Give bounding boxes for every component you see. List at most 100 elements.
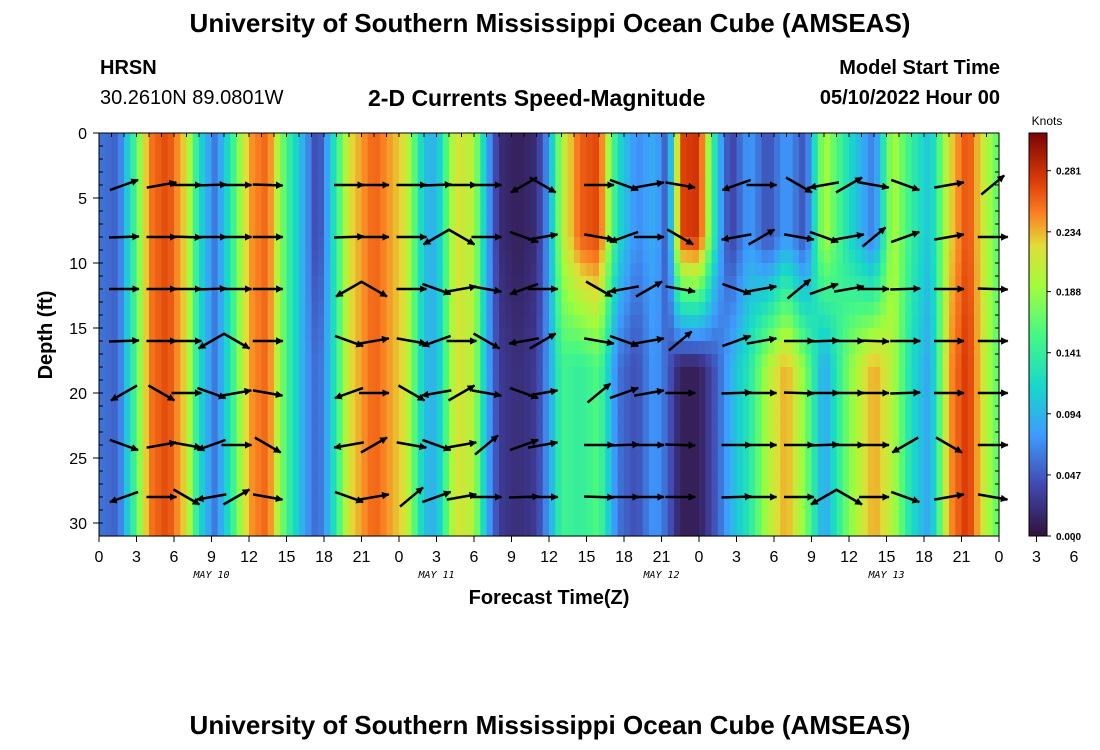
- heat-cell: [799, 133, 806, 147]
- heat-cell: [374, 458, 381, 472]
- heat-cell: [517, 393, 525, 407]
- heat-cell: [542, 211, 550, 225]
- heat-cell: [299, 250, 306, 264]
- heat-cell: [830, 159, 838, 173]
- heat-cell: [605, 406, 613, 420]
- heat-cell: [974, 146, 981, 160]
- heat-cell: [286, 237, 294, 251]
- heat-cell: [249, 133, 256, 147]
- heat-cell: [992, 172, 1000, 186]
- heat-cell: [367, 367, 375, 381]
- heat-cell: [367, 354, 375, 368]
- heat-cell: [317, 367, 325, 381]
- heat-cell: [755, 432, 763, 446]
- heat-cell: [867, 315, 875, 329]
- heat-cell: [267, 172, 275, 186]
- heat-cell: [730, 432, 738, 446]
- heat-cell: [705, 471, 713, 485]
- heat-cell: [111, 133, 119, 147]
- heat-cell: [317, 302, 325, 316]
- heat-cell: [811, 445, 819, 459]
- heat-cell: [992, 380, 1000, 394]
- heat-cell: [686, 432, 694, 446]
- heat-cell: [905, 250, 913, 264]
- heat-cell: [392, 393, 400, 407]
- heat-cell: [686, 393, 694, 407]
- heat-cell: [949, 159, 956, 173]
- heat-cell: [492, 510, 500, 524]
- heat-cell: [924, 432, 931, 446]
- heat-cell: [355, 354, 363, 368]
- heat-cell: [492, 523, 500, 537]
- heat-cell: [761, 393, 769, 407]
- heat-cell: [736, 198, 744, 212]
- heat-cell: [111, 380, 119, 394]
- heat-cell: [686, 185, 694, 199]
- heat-cell: [599, 198, 606, 212]
- heat-cell: [336, 276, 344, 290]
- heat-cell: [267, 484, 275, 498]
- heat-cell: [930, 471, 938, 485]
- heat-cell: [436, 341, 444, 355]
- heat-cell: [99, 198, 106, 212]
- heat-cell: [324, 484, 331, 498]
- heat-cell: [424, 380, 431, 394]
- heat-cell: [742, 315, 750, 329]
- heat-cell: [499, 406, 506, 420]
- heat-cell: [499, 289, 506, 303]
- heat-cell: [249, 146, 256, 160]
- heat-cell: [742, 484, 750, 498]
- heat-cell: [342, 497, 350, 511]
- heat-cell: [742, 159, 750, 173]
- heat-cell: [274, 341, 281, 355]
- heat-cell: [680, 133, 688, 147]
- heat-cell: [211, 419, 219, 433]
- heat-cell: [317, 484, 325, 498]
- x-tick-label: 6: [470, 549, 479, 566]
- heat-cell: [249, 172, 256, 186]
- heat-cell: [811, 250, 819, 264]
- heat-cell: [674, 185, 681, 199]
- heat-cell: [161, 159, 169, 173]
- heat-cell: [536, 302, 544, 316]
- heat-cell: [967, 471, 975, 485]
- heat-cell: [367, 224, 375, 238]
- heat-cell: [761, 250, 769, 264]
- heat-cell: [155, 445, 163, 459]
- current-vector: [334, 490, 364, 504]
- heat-cell: [317, 185, 325, 199]
- heat-cell: [242, 328, 250, 342]
- heat-cell: [455, 172, 463, 186]
- heat-cell: [899, 432, 906, 446]
- heat-cell: [611, 328, 619, 342]
- heat-cell: [730, 523, 738, 537]
- heat-cell: [161, 276, 169, 290]
- heat-cell: [199, 445, 206, 459]
- heat-cell: [936, 133, 944, 147]
- heat-cell: [336, 198, 344, 212]
- heat-cell: [474, 263, 481, 277]
- heat-cell: [199, 172, 206, 186]
- heat-cell: [205, 445, 213, 459]
- heat-cell: [692, 328, 700, 342]
- heat-cell: [524, 185, 531, 199]
- heat-cell: [236, 458, 244, 472]
- heat-cell: [436, 380, 444, 394]
- heat-cell: [905, 328, 913, 342]
- heat-cell: [542, 432, 550, 446]
- heat-cell: [705, 315, 713, 329]
- heat-cell: [374, 354, 381, 368]
- heat-cell: [630, 146, 638, 160]
- heat-cell: [255, 484, 263, 498]
- heat-cell: [336, 146, 344, 160]
- heat-cell: [655, 263, 663, 277]
- heat-cell: [199, 276, 206, 290]
- heat-cell: [711, 445, 719, 459]
- heat-cell: [480, 419, 488, 433]
- heat-cell: [574, 406, 581, 420]
- heat-cell: [117, 328, 125, 342]
- heat-cell: [236, 510, 244, 524]
- heat-cell: [305, 367, 313, 381]
- heat-cell: [330, 458, 338, 472]
- heat-cell: [255, 328, 263, 342]
